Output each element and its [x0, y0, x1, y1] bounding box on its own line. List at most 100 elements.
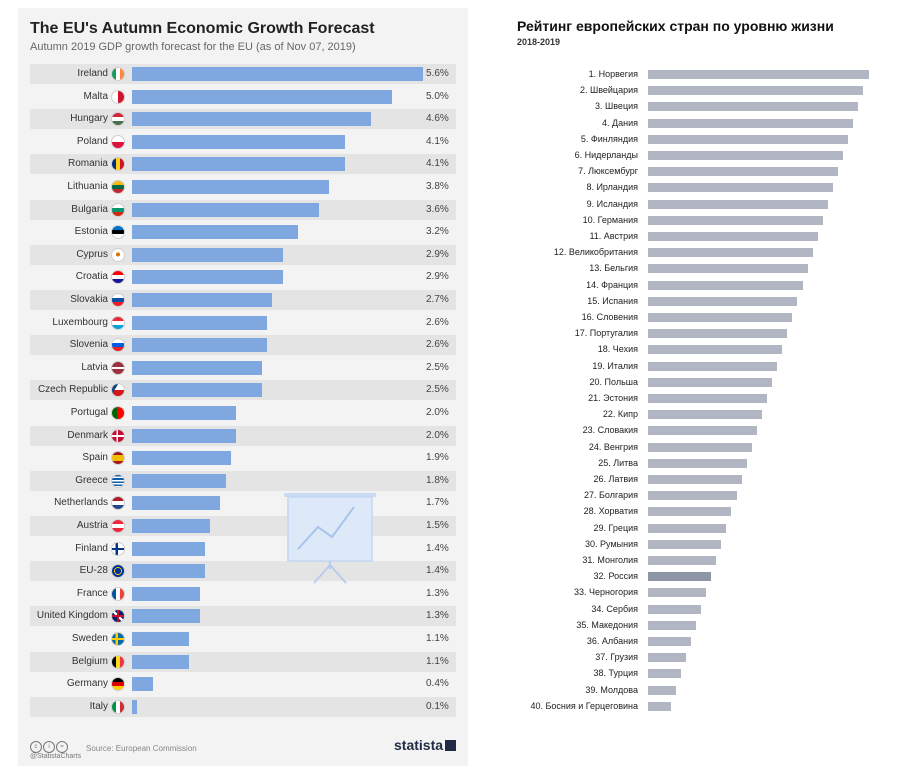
category-label-spain: Spain — [82, 452, 108, 464]
rank-label-6: 6. Нидерланды — [574, 150, 638, 160]
category-label-belgium: Belgium — [71, 655, 108, 667]
bar-malta — [132, 89, 392, 104]
rank-label-32: 32. Россия — [593, 571, 638, 582]
rank-bar-20 — [648, 377, 772, 387]
rank-bar-40 — [648, 701, 671, 711]
rank-bar-3 — [648, 102, 858, 112]
rank-bar-28 — [648, 507, 731, 517]
rank-label-10: 10. Германия — [582, 214, 638, 225]
rank-label-40: 40. Босния и Герцеговина — [530, 700, 638, 711]
source-note: Source: European Commission — [86, 744, 197, 753]
rank-label-29: 29. Греция — [593, 522, 638, 533]
slovenia-flag-icon — [111, 338, 125, 353]
rank-label-21: 21. Эстония — [588, 393, 638, 403]
statista-logo: statista — [394, 737, 457, 753]
chart-title: The EU's Autumn Economic Growth Forecast — [30, 20, 375, 37]
value-label-italy: 0.1% — [426, 700, 449, 712]
rank-label-30: 30. Румыния — [585, 538, 638, 549]
bar-spain — [132, 451, 231, 466]
sweden-flag-icon — [111, 632, 125, 646]
bar-sweden — [132, 632, 190, 646]
bar-finland — [132, 541, 205, 556]
value-label-denmark: 2.0% — [426, 429, 449, 441]
rank-bar-9 — [648, 199, 828, 209]
value-label-united-kingdom: 1.3% — [426, 610, 449, 622]
value-label-romania: 4.1% — [426, 158, 449, 170]
logo-mark-icon — [445, 740, 457, 751]
bar-czech-republic — [132, 383, 262, 398]
rank-bar-15 — [648, 296, 797, 306]
value-label-france: 1.3% — [426, 587, 449, 599]
value-label-finland: 1.4% — [426, 542, 449, 554]
rank-bar-10 — [648, 215, 823, 225]
rank-bar-16 — [648, 313, 792, 322]
category-label-estonia: Estonia — [74, 226, 108, 238]
rank-bar-37 — [648, 653, 686, 663]
spain-flag-icon — [111, 451, 125, 466]
croatia-flag-icon — [111, 270, 125, 285]
luxembourg-flag-icon — [111, 315, 125, 330]
value-label-cyprus: 2.9% — [426, 248, 449, 260]
bar-poland — [132, 134, 346, 149]
category-label-portugal: Portugal — [70, 407, 108, 418]
bulgaria-flag-icon — [111, 202, 125, 217]
rank-bar-26 — [648, 475, 742, 484]
rank-label-7: 7. Люксембург — [578, 166, 638, 177]
rank-label-18: 18. Чехия — [597, 344, 638, 355]
category-label-ireland: Ireland — [77, 68, 108, 79]
category-label-greece: Greece — [75, 474, 108, 486]
rank-label-23: 23. Словакия — [582, 425, 638, 436]
romania-flag-icon — [111, 157, 125, 172]
value-label-hungary: 4.6% — [426, 113, 449, 125]
rank-bar-17 — [648, 329, 787, 339]
slovakia-flag-icon — [111, 293, 125, 307]
value-label-spain: 1.9% — [426, 452, 449, 464]
category-label-croatia: Croatia — [75, 271, 108, 283]
italy-flag-icon — [111, 699, 125, 714]
rank-bar-21 — [648, 394, 767, 403]
ranking-subtitle: 2018-2019 — [517, 37, 561, 47]
rank-label-27: 27. Болгария — [584, 490, 638, 501]
rank-label-28: 28. Хорватия — [583, 506, 638, 517]
rank-label-35: 35. Македония — [576, 619, 638, 630]
value-label-malta: 5.0% — [426, 90, 449, 102]
category-label-poland: Poland — [76, 135, 108, 147]
category-label-italy: Italy — [89, 700, 108, 712]
rank-bar-34 — [648, 604, 701, 614]
value-label-slovenia: 2.6% — [426, 339, 449, 351]
rank-label-33: 33. Черногория — [574, 587, 638, 598]
rank-label-16: 16. Словения — [581, 312, 638, 322]
ranking-title: Рейтинг европейских стран по уровню жизн… — [517, 18, 834, 34]
rank-bar-19 — [648, 361, 777, 371]
rank-bar-8 — [648, 183, 833, 193]
bar-belgium — [132, 654, 190, 669]
rank-label-9: 9. Исландия — [586, 198, 638, 209]
rank-bar-2 — [648, 86, 863, 96]
value-label-eu-28: 1.4% — [426, 565, 449, 577]
category-label-hungary: Hungary — [70, 113, 108, 125]
estonia-flag-icon — [111, 225, 125, 240]
category-label-france: France — [76, 587, 108, 599]
category-label-eu-28: EU-28 — [79, 565, 108, 577]
lithuania-flag-icon — [111, 180, 125, 194]
rank-bar-38 — [648, 669, 681, 679]
category-label-germany: Germany — [66, 678, 108, 690]
rank-bar-24 — [648, 442, 752, 452]
rank-label-38: 38. Турция — [593, 668, 638, 679]
value-label-germany: 0.4% — [426, 678, 449, 690]
category-label-slovakia: Slovakia — [70, 294, 108, 305]
category-label-malta: Malta — [83, 90, 108, 102]
germany-flag-icon — [111, 677, 125, 692]
rank-label-17: 17. Португалия — [574, 328, 638, 339]
rank-bar-30 — [648, 539, 721, 549]
bar-latvia — [132, 360, 262, 375]
rank-bar-22 — [648, 410, 762, 420]
bar-lithuania — [132, 180, 330, 194]
value-label-luxembourg: 2.6% — [426, 316, 449, 328]
rank-label-22: 22. Кипр — [602, 409, 638, 420]
bar-luxembourg — [132, 315, 268, 330]
hungary-flag-icon — [111, 112, 125, 127]
rank-bar-6 — [648, 151, 843, 160]
bar-denmark — [132, 428, 236, 443]
statista-handle: @StatistaCharts — [30, 753, 82, 760]
